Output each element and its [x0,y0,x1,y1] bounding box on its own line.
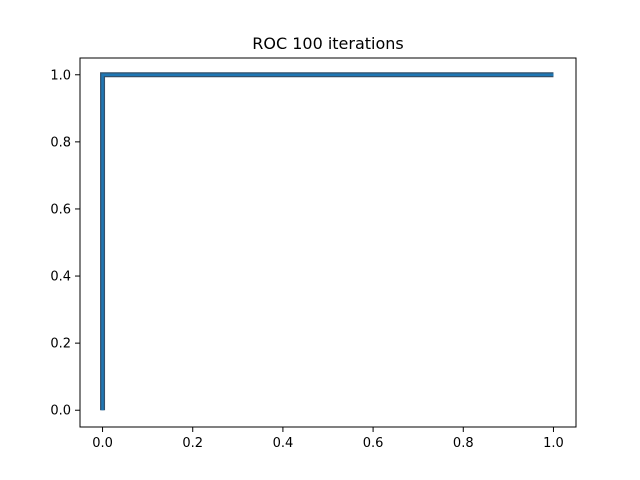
x-tick-label: 0.2 [182,436,203,451]
x-tick-label: 0.8 [453,436,474,451]
y-tick-label: 1.0 [50,68,71,83]
plot-area-frame [79,57,577,428]
roc-line-edge-0 [100,72,554,411]
y-tick-label: 0.0 [50,404,71,419]
x-tick-label: 0.4 [273,436,294,451]
series-layer [100,72,554,411]
y-tick-label: 0.4 [50,270,71,285]
y-tick-label: 0.8 [50,135,71,150]
y-tick-label: 0.6 [50,202,71,217]
roc-line-0 [101,73,554,411]
x-tick-label: 0.6 [363,436,384,451]
chart-title: ROC 100 iterations [252,34,404,53]
x-tick-label: 0.0 [92,436,113,451]
x-axis: 0.0 0.2 0.4 0.6 0.8 1.0 [92,427,564,451]
y-tick-label: 0.2 [50,337,71,352]
x-tick-label: 1.0 [543,436,564,451]
y-axis: 0.0 0.2 0.4 0.6 0.8 1.0 [50,68,80,419]
